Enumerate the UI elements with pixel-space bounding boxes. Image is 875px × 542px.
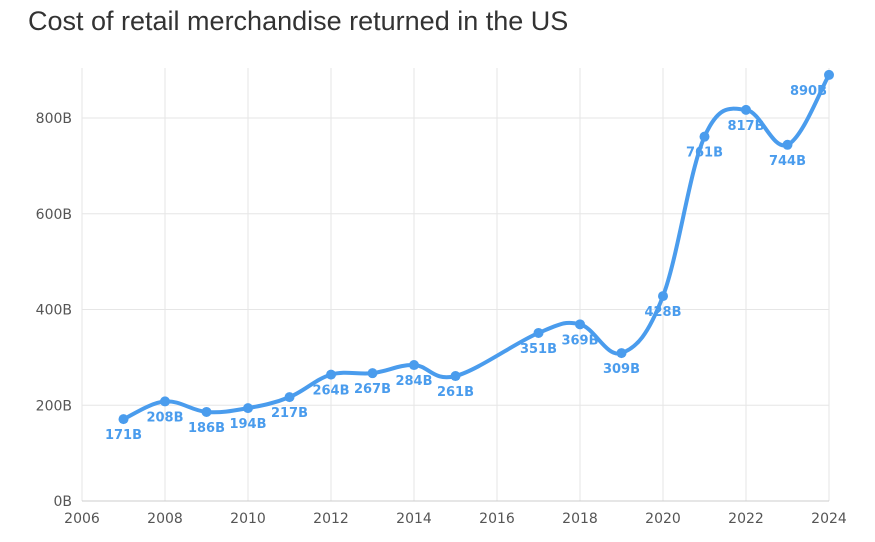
data-label: 309B — [603, 362, 640, 377]
data-label: 267B — [354, 382, 391, 397]
data-label: 217B — [271, 406, 308, 421]
y-tick-label: 400B — [36, 303, 72, 319]
y-tick-label: 200B — [36, 398, 72, 414]
data-point — [201, 406, 212, 417]
data-point — [824, 69, 834, 80]
data-point — [409, 360, 419, 371]
data-label: 744B — [769, 154, 806, 169]
data-point — [782, 139, 793, 150]
x-tick-label: 2012 — [313, 511, 349, 527]
x-tick-label: 2024 — [811, 511, 847, 527]
grid-lines — [81, 68, 830, 501]
data-label: 186B — [188, 421, 225, 436]
data-label: 194B — [229, 417, 266, 432]
data-point — [741, 104, 751, 115]
data-label: 428B — [644, 305, 681, 320]
data-point — [450, 371, 461, 382]
data-label: 761B — [686, 146, 723, 161]
data-point — [533, 327, 544, 338]
x-tick-label: 2016 — [479, 511, 515, 527]
data-point — [284, 392, 295, 403]
x-tick-label: 2022 — [728, 511, 764, 527]
data-point — [118, 414, 129, 425]
x-tick-label: 2008 — [147, 511, 183, 527]
x-tick-label: 2006 — [64, 511, 100, 527]
data-labels: 171B 208B 186B 194B 217B 264B 267B 284B 261B 351B… — [105, 84, 827, 443]
data-points — [118, 69, 834, 425]
y-tick-label: 0B — [53, 494, 72, 510]
data-point — [326, 369, 336, 380]
x-tick-label: 2014 — [396, 511, 432, 527]
data-label: 171B — [105, 428, 142, 443]
data-label: 351B — [520, 342, 557, 357]
chart-title: Cost of retail merchandise returned in t… — [28, 6, 569, 36]
data-label: 890B — [790, 84, 827, 99]
y-tick-label: 800B — [36, 111, 72, 127]
x-tick-label: 2018 — [562, 511, 598, 527]
data-label: 264B — [312, 384, 349, 399]
data-label: 208B — [146, 410, 183, 425]
data-label: 261B — [437, 385, 474, 400]
data-point — [658, 291, 668, 302]
data-point — [616, 348, 627, 359]
y-tick-label: 600B — [36, 207, 72, 223]
data-point — [243, 403, 253, 414]
data-point — [367, 368, 378, 379]
series-line — [121, 72, 831, 422]
axes: 2006 2008 2010 2012 2014 2016 2018 2020 2022 2024… — [36, 111, 847, 527]
data-label: 369B — [561, 333, 598, 348]
data-label: 284B — [395, 374, 432, 389]
series-line-layer — [121, 72, 831, 422]
x-tick-label: 2020 — [645, 511, 681, 527]
x-tick-label: 2010 — [230, 511, 266, 527]
data-point — [699, 131, 710, 142]
data-point — [160, 396, 170, 407]
data-point — [575, 319, 585, 330]
data-label: 817B — [727, 119, 764, 134]
